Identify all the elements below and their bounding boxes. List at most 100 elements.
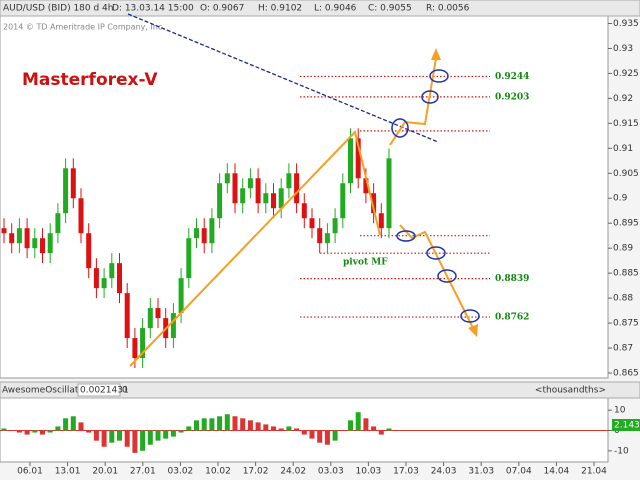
x-tick-label: 24.03 bbox=[431, 467, 457, 477]
y-tick-label: 0.89 bbox=[613, 244, 633, 254]
candle-body bbox=[47, 233, 53, 254]
candle-body bbox=[101, 278, 107, 289]
y-tick-label: 0.865 bbox=[613, 369, 639, 379]
osc-bar bbox=[117, 430, 122, 441]
marker bbox=[391, 118, 409, 138]
osc-bar bbox=[93, 430, 99, 441]
y-tick-label: 0.93 bbox=[613, 44, 633, 54]
candle-body bbox=[294, 173, 300, 204]
osc-index: 0 bbox=[122, 386, 128, 396]
date: D: 13.03.14 15:00 bbox=[112, 4, 194, 14]
last-value-box bbox=[612, 419, 640, 431]
y-tick-label: -10 bbox=[614, 446, 629, 456]
candle-body bbox=[16, 228, 22, 244]
x-tick-label: 03.02 bbox=[168, 467, 194, 477]
x-tick-label: 13.01 bbox=[55, 467, 81, 477]
candle-body bbox=[286, 173, 292, 189]
osc-bar bbox=[24, 430, 30, 435]
markers bbox=[391, 69, 480, 323]
candle-body bbox=[147, 308, 153, 329]
level-label: 0.8839 bbox=[495, 274, 529, 284]
osc-bar bbox=[32, 430, 38, 433]
candle-body bbox=[86, 233, 92, 269]
candle-body bbox=[324, 233, 330, 244]
x-tick-label: 07.04 bbox=[506, 467, 532, 477]
y-tick-label: 0.895 bbox=[613, 219, 639, 229]
y-tick-label: 10 bbox=[614, 406, 626, 416]
osc-bar bbox=[263, 424, 269, 431]
osc-bar bbox=[155, 430, 161, 441]
candle-body bbox=[63, 168, 69, 214]
candle-body bbox=[371, 193, 377, 214]
open: O: 0.9067 bbox=[200, 4, 244, 14]
candle-body bbox=[309, 218, 315, 229]
x-tick-label: 24.02 bbox=[280, 467, 306, 477]
candle-body bbox=[124, 293, 130, 339]
marker bbox=[437, 269, 457, 283]
osc-bar bbox=[201, 418, 207, 431]
osc-units: <thousandths> bbox=[535, 386, 606, 396]
candle-body bbox=[332, 218, 338, 234]
candle-body bbox=[232, 173, 238, 204]
osc-bar bbox=[255, 422, 261, 431]
osc-bar bbox=[217, 416, 223, 431]
osc-bar bbox=[132, 430, 138, 453]
osc-bar bbox=[348, 420, 353, 431]
candle-body bbox=[340, 183, 346, 219]
osc-bar bbox=[140, 430, 146, 451]
x-tick-label: 10.03 bbox=[356, 467, 382, 477]
marker bbox=[426, 246, 446, 260]
y-tick-label: 0.9 bbox=[613, 194, 628, 204]
osc-bar bbox=[371, 426, 377, 431]
marker bbox=[429, 69, 449, 83]
candle-body bbox=[132, 338, 138, 359]
candle-body bbox=[255, 178, 261, 204]
y-tick-label: 0.88 bbox=[613, 294, 633, 304]
candle-body bbox=[278, 188, 284, 209]
osc-bar bbox=[232, 416, 238, 431]
osc-bar bbox=[63, 418, 69, 431]
symbol: AUD/USD (BID) 180 d 4h bbox=[3, 4, 113, 14]
y-tick-label: 0.87 bbox=[613, 344, 633, 354]
osc-bar bbox=[363, 418, 369, 431]
y-tick-label: 0.92 bbox=[613, 94, 633, 104]
osc-header-bar bbox=[0, 381, 640, 399]
osc-bar bbox=[301, 430, 307, 435]
osc-bar bbox=[309, 430, 315, 439]
close: C: 0.9055 bbox=[368, 4, 412, 14]
osc-bar bbox=[170, 430, 176, 437]
candle-body bbox=[1, 228, 7, 234]
candle-body bbox=[271, 193, 276, 209]
osc-bar bbox=[109, 430, 115, 443]
x-tick-label: 27.01 bbox=[130, 467, 156, 477]
osc-bar bbox=[271, 426, 276, 431]
osc-bar bbox=[16, 430, 22, 433]
osc-bar bbox=[147, 430, 153, 445]
y-tick-label: 0.91 bbox=[613, 144, 633, 154]
candle-body bbox=[186, 238, 192, 279]
osc-bar bbox=[278, 428, 284, 431]
osc-bar bbox=[194, 420, 199, 431]
candle-body bbox=[155, 308, 161, 319]
arrow-up bbox=[431, 48, 441, 60]
y-tick-label: 0.925 bbox=[613, 69, 639, 79]
candle-body bbox=[24, 228, 30, 249]
marker bbox=[460, 309, 480, 323]
osc-bar bbox=[47, 430, 53, 433]
candle-body bbox=[201, 228, 207, 244]
level-label: 0.9203 bbox=[495, 92, 529, 102]
osc-bar bbox=[40, 430, 45, 435]
candle-body bbox=[170, 313, 176, 339]
candle-body bbox=[93, 268, 99, 289]
x-tick-label: 17.02 bbox=[243, 467, 269, 477]
x-tick-label: 14.04 bbox=[544, 467, 570, 477]
osc-bar bbox=[178, 430, 184, 433]
osc-bar bbox=[247, 420, 253, 431]
y-tick-label: 0.915 bbox=[613, 119, 639, 129]
candle-body bbox=[263, 193, 269, 204]
osc-bar bbox=[240, 418, 246, 431]
x-tick-label: 21.04 bbox=[581, 467, 607, 477]
osc-bar bbox=[286, 426, 292, 431]
candle-body bbox=[247, 178, 253, 189]
candle-body bbox=[55, 213, 61, 234]
